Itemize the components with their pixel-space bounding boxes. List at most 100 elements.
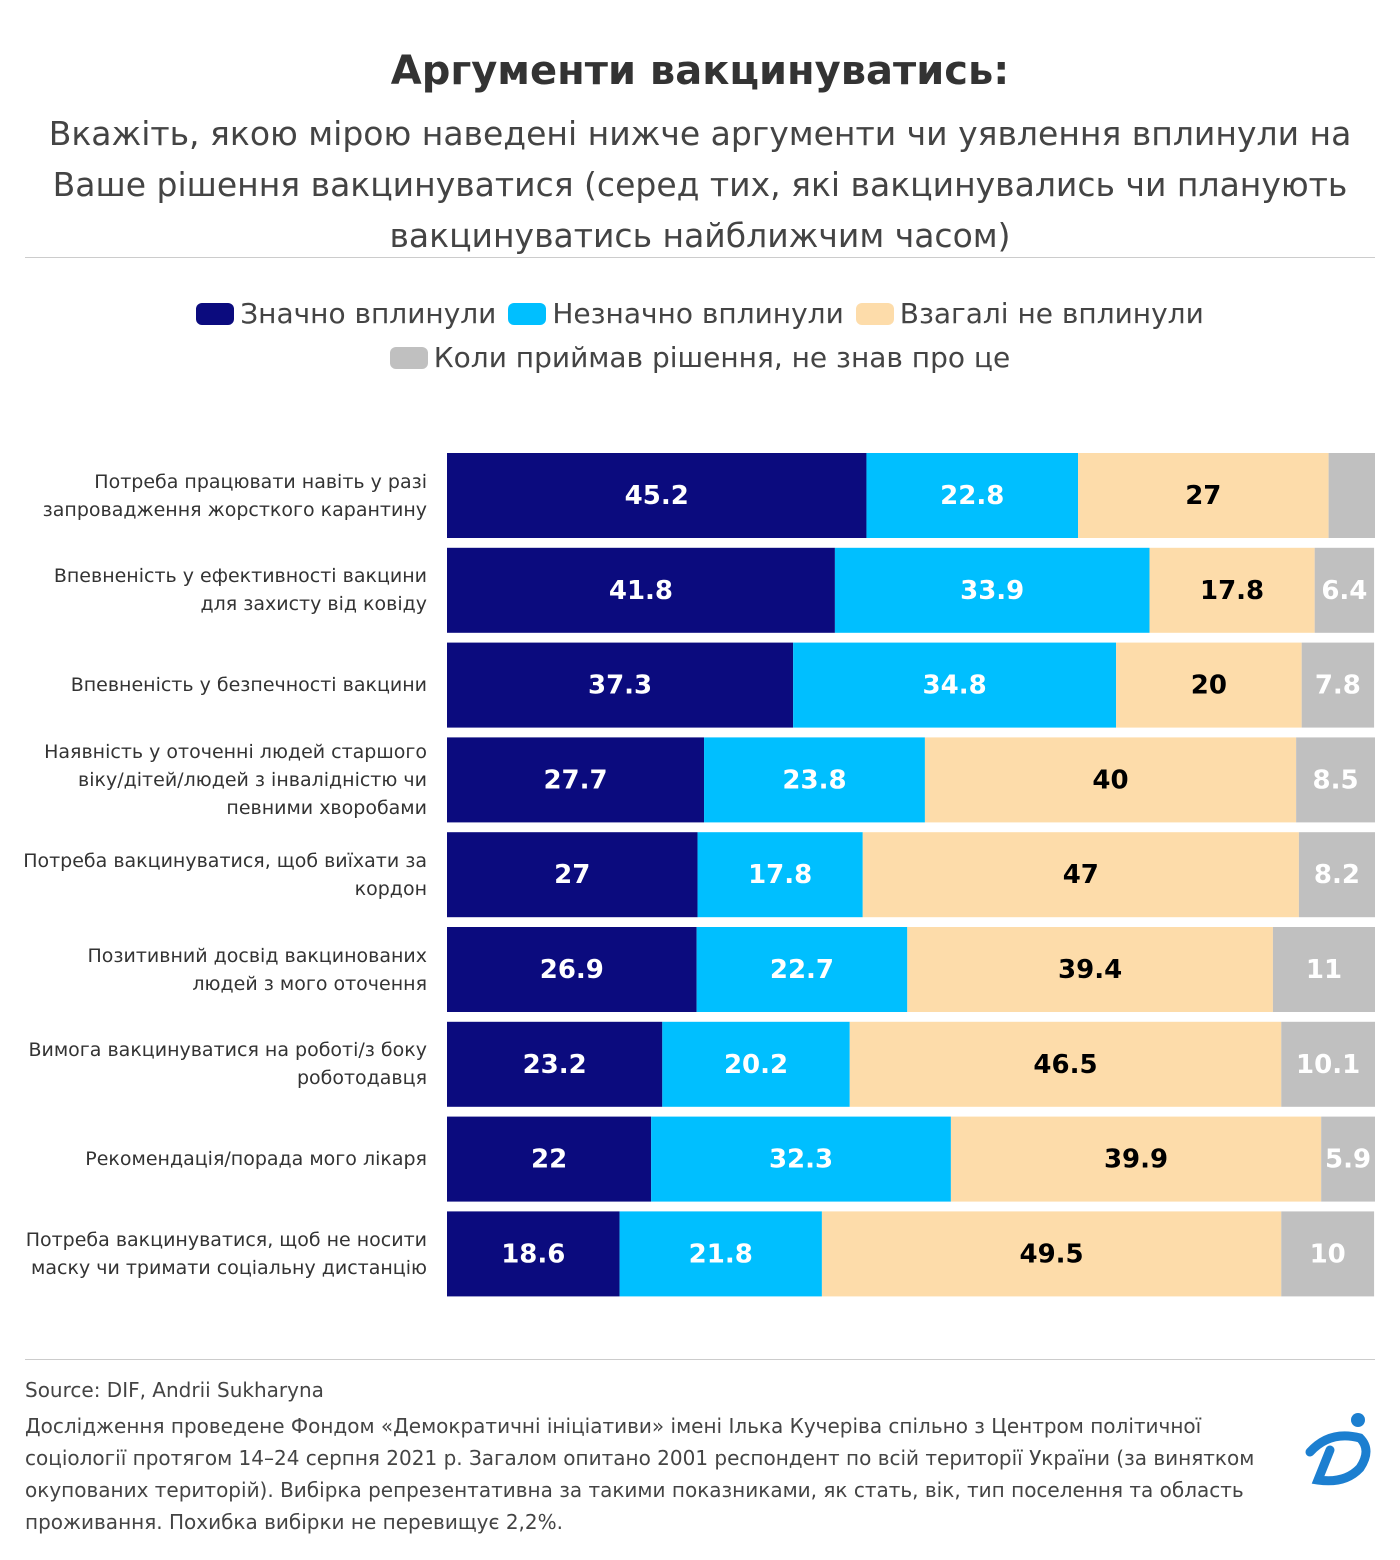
bar-segment [1301,642,1375,728]
category-label: Наявність у оточенні людей старшого віку… [44,740,427,819]
value-label: 41.8 [609,576,673,606]
bar-segment [1149,547,1315,633]
legend-swatch [389,347,428,369]
legend-swatch [508,303,547,325]
bar-segment [651,1116,951,1202]
value-label: 17.8 [1200,576,1264,606]
legend-swatch [196,303,235,325]
value-label: 39.4 [1058,955,1122,985]
value-label: 33.9 [960,576,1024,606]
value-label: 23.2 [523,1050,587,1080]
value-label: 23.8 [782,765,846,795]
value-label: 6.4 [1321,576,1367,606]
legend-item: Значно вплинули [196,292,496,336]
divider [25,257,1375,258]
logo [1305,1413,1371,1486]
bar-segment [662,1021,850,1107]
value-label: 22.8 [940,481,1004,511]
bar-segment [704,737,925,823]
value-label: 21.8 [689,1239,753,1269]
bar-segment [447,453,867,538]
value-label: 45.2 [625,481,689,511]
bar-segment [793,642,1117,728]
chart-title: Аргументи вакцинуватись: [390,48,1010,94]
source: Source: DIF, Andrii Sukharyna [25,1378,324,1402]
legend-label: Незначно вплинули [552,297,844,330]
bar-segment [447,642,794,728]
value-label: 32.3 [769,1145,833,1175]
bar-segment [1281,1021,1375,1107]
value-label: 8.2 [1314,860,1360,890]
category-label: Потреба вакцинуватися, щоб не носити мас… [25,1228,427,1279]
category-label: Рекомендація/порада мого лікаря [85,1148,427,1171]
value-label: 10.1 [1296,1050,1360,1080]
bar-segment [1321,1116,1375,1202]
bar-segment [447,832,698,918]
chart-subtitle: Вкажіть, якою мірою наведені нижче аргум… [48,114,1352,255]
bar-segment [696,927,908,1012]
bar-segment [1281,1211,1375,1297]
value-label: 39.9 [1104,1145,1168,1175]
value-label: 20 [1191,671,1227,701]
value-label: 40 [1092,765,1128,795]
bar-segment [924,737,1297,823]
bar-segment [1116,642,1302,728]
value-label: 22.7 [770,955,834,985]
bar-segment [849,1021,1282,1107]
value-label: 10 [1310,1239,1346,1269]
value-label: 8.5 [1313,765,1359,795]
legend-label: Взагалі не вплинули [899,297,1204,330]
value-label: 37.3 [588,671,652,701]
value-label: 5.9 [1325,1145,1371,1175]
bar-segment [447,1211,620,1297]
value-label: 47 [1063,860,1099,890]
value-label: 27.7 [543,765,607,795]
bar-segment [447,1116,652,1202]
value-label: 49.5 [1020,1239,1084,1269]
bar-segment [447,927,697,1012]
value-label: 27 [1185,481,1221,511]
legend-item: Незначно вплинули [508,292,844,336]
category-label: Потреба вакцинуватися, щоб виїхати за ко… [23,849,427,900]
bar-segment [447,547,835,633]
bar-segment [907,927,1273,1012]
value-label: 26.9 [540,955,604,985]
legend-label: Значно вплинули [240,297,497,330]
bar-segment [834,547,1150,633]
bar-segment [821,1211,1282,1297]
legend-item: Коли приймав рішення, не знав про це [389,336,1011,380]
bar-segment [950,1116,1322,1202]
legend-swatch [855,303,894,325]
category-label: Впевненість у ефективності вакцини для з… [53,565,427,616]
value-label: 17.8 [748,860,812,890]
bar-segment [697,832,863,918]
note: Дослідження проведене Фондом «Демократич… [25,1414,1255,1534]
category-label: Потреба працювати навіть у разі запровад… [42,470,427,521]
bar-segment [1272,927,1375,1012]
value-label: 46.5 [1033,1050,1097,1080]
bar-segment [447,1021,663,1107]
value-label: 18.6 [501,1239,565,1269]
value-label: 22 [531,1145,567,1175]
bar-segment [1296,737,1375,823]
divider [25,1359,1375,1360]
value-label: 7.8 [1315,671,1361,701]
bar-segment [619,1211,822,1297]
category-label: Позитивний досвід вакцинованих людей з м… [87,944,428,995]
bar-segment [866,453,1079,538]
value-label: 34.8 [923,671,987,701]
bar-segment [1328,453,1375,538]
bar-segment [1078,453,1329,538]
value-label: 20.2 [724,1050,788,1080]
bar-segment [1314,547,1375,633]
legend: Значно вплинули Незначно вплинули Взагалі … [150,292,1250,380]
bar-segment [447,737,705,823]
bar-segment [862,832,1299,918]
value-label: 11 [1306,955,1342,985]
value-label: 27 [554,860,590,890]
legend-label: Коли приймав рішення, не знав про це [433,341,1011,374]
legend-item: Взагалі не вплинули [855,292,1204,336]
bar-segment [1298,832,1375,918]
